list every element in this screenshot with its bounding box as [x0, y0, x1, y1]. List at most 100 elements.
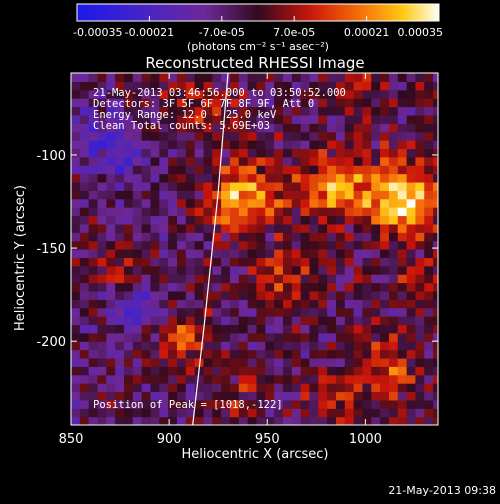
- heatmap-cell: [397, 207, 408, 217]
- heatmap-cell: [282, 98, 293, 108]
- heatmap-cell: [238, 282, 249, 292]
- x-tick-label-1: 900: [157, 432, 182, 447]
- heatmap-cell: [238, 114, 249, 124]
- heatmap-cell: [309, 357, 319, 367]
- heatmap-cell: [141, 399, 152, 409]
- heatmap-cell: [433, 73, 438, 82]
- heatmap-cell: [212, 408, 222, 418]
- heatmap-cell: [168, 249, 178, 258]
- heatmap-cell: [424, 332, 434, 342]
- heatmap-cell: [291, 274, 302, 284]
- heatmap-cell: [203, 399, 213, 409]
- heatmap-cell: [335, 240, 346, 250]
- heatmap-cell: [203, 408, 213, 418]
- heatmap-cell: [238, 408, 249, 418]
- heatmap-cell: [168, 265, 178, 275]
- heatmap-cell: [424, 106, 434, 116]
- heatmap-cell: [433, 399, 438, 409]
- heatmap-cell: [185, 399, 196, 409]
- heatmap-cell: [106, 374, 116, 384]
- heatmap-cell: [344, 198, 355, 208]
- heatmap-cell: [141, 89, 152, 99]
- heatmap-cell: [388, 357, 399, 367]
- heatmap-cell: [291, 391, 302, 401]
- heatmap-cell: [335, 391, 346, 401]
- heatmap-cell: [335, 81, 346, 91]
- heatmap-cell: [397, 274, 408, 284]
- heatmap-cell: [168, 207, 178, 217]
- heatmap-cell: [150, 131, 160, 141]
- heatmap-cell: [327, 282, 337, 292]
- heatmap-cell: [115, 316, 125, 326]
- heatmap-cell: [221, 316, 231, 326]
- heatmap-cell: [256, 324, 266, 334]
- heatmap-cell: [415, 341, 425, 351]
- heatmap-cell: [97, 207, 107, 217]
- heatmap-cell: [203, 114, 213, 124]
- heatmap-cell: [397, 140, 408, 150]
- heatmap-cell: [212, 173, 222, 183]
- heatmap-cell: [141, 81, 152, 91]
- annotation-energy-range: Energy Range: 12.0 - 25.0 keV: [93, 109, 277, 121]
- heatmap-cell: [424, 198, 434, 208]
- heatmap-cell: [238, 140, 249, 150]
- heatmap-cell: [79, 181, 90, 191]
- chart-title: Reconstructed RHESSI Image: [145, 54, 364, 72]
- heatmap-cell: [159, 383, 169, 393]
- heatmap-cell: [433, 123, 438, 133]
- heatmap-cell: [247, 299, 258, 309]
- heatmap-cell: [274, 282, 284, 292]
- heatmap-cell: [380, 349, 390, 359]
- heatmap-cell: [388, 223, 399, 233]
- heatmap-cell: [115, 290, 125, 300]
- heatmap-cell: [353, 73, 364, 82]
- heatmap-cell: [274, 324, 284, 334]
- heatmap-cell: [291, 265, 302, 275]
- heatmap-cell: [238, 383, 249, 393]
- heatmap-cell: [256, 114, 266, 124]
- heatmap-cell: [406, 106, 417, 116]
- heatmap-cell: [97, 81, 107, 91]
- heatmap-cell: [203, 181, 213, 191]
- heatmap-cell: [388, 156, 399, 166]
- heatmap-cell: [168, 148, 178, 158]
- heatmap-cell: [194, 265, 205, 275]
- heatmap-cell: [194, 341, 205, 351]
- heatmap-cell: [159, 181, 169, 191]
- heatmap-cell: [115, 399, 125, 409]
- heatmap-cell: [335, 265, 346, 275]
- heatmap-cell: [168, 383, 178, 393]
- heatmap-cell: [106, 391, 116, 401]
- heatmap-cell: [300, 240, 311, 250]
- heatmap-cell: [221, 140, 231, 150]
- heatmap-cell: [353, 89, 364, 99]
- heatmap-cell: [79, 123, 90, 133]
- heatmap-cell: [282, 282, 293, 292]
- heatmap-cell: [362, 357, 372, 367]
- heatmap-cell: [247, 173, 258, 183]
- heatmap-cell: [79, 374, 90, 384]
- heatmap-cell: [318, 391, 328, 401]
- heatmap-cell: [424, 223, 434, 233]
- heatmap-cell: [265, 131, 275, 141]
- heatmap-cell: [406, 240, 417, 250]
- heatmap-cell: [123, 140, 134, 150]
- heatmap-cell: [282, 165, 293, 175]
- heatmap-cell: [71, 299, 81, 309]
- heatmap-cell: [123, 223, 134, 233]
- heatmap-cell: [159, 232, 169, 242]
- heatmap-cell: [238, 123, 249, 133]
- heatmap-cell: [106, 181, 116, 191]
- heatmap-cell: [380, 391, 390, 401]
- heatmap-cell: [397, 106, 408, 116]
- heatmap-cell: [362, 106, 372, 116]
- heatmap-cell: [203, 341, 213, 351]
- heatmap-cell: [97, 240, 107, 250]
- heatmap-cell: [159, 316, 169, 326]
- heatmap-cell: [318, 299, 328, 309]
- heatmap-cell: [282, 89, 293, 99]
- heatmap-cell: [371, 207, 381, 217]
- heatmap-cell: [300, 215, 311, 225]
- heatmap-cell: [406, 232, 417, 242]
- heatmap-cell: [132, 190, 143, 200]
